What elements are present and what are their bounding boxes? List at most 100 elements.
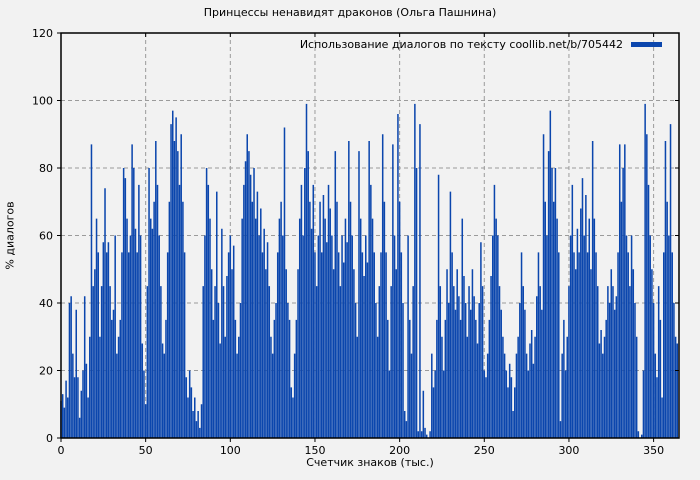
bar [302,235,304,438]
bar [283,127,286,438]
bar [439,286,442,439]
bar [486,353,489,439]
bar [83,296,86,438]
bar [373,252,375,439]
bar [488,319,491,439]
bar [361,252,364,439]
bar [585,195,587,438]
bar [580,208,582,438]
bar [75,309,77,438]
bar [95,218,98,439]
bar [97,252,100,439]
bar [559,421,562,439]
bar [149,218,152,439]
bar [337,252,340,439]
bar [370,184,372,439]
bar [332,269,335,438]
bar [407,235,409,438]
bar [72,353,74,439]
bar [673,303,675,438]
bar [558,252,560,439]
bar [595,252,597,439]
bar [381,134,384,438]
bar [131,144,133,439]
bar [305,103,308,439]
bar [99,336,101,438]
x-axis-label: Счетчик знаков (тыс.) [306,456,434,469]
bar [510,377,513,438]
bar [387,319,389,439]
bar [222,286,225,439]
bar [192,411,194,438]
bar [133,168,135,438]
bar [590,269,592,438]
bar [441,336,443,438]
bar [287,303,289,438]
bar [596,286,599,439]
bar [107,242,110,438]
bar [266,242,269,438]
bar [161,343,164,438]
bar [600,330,602,438]
bar [493,184,496,439]
bar [507,387,509,439]
bar [195,421,198,439]
bar [508,363,511,438]
bar [476,343,479,438]
bar [398,201,401,438]
bar [143,370,145,438]
bar [402,303,404,438]
bar [319,201,321,438]
bar [68,303,71,438]
bar [65,380,67,439]
bar [363,276,365,438]
bar [551,168,553,438]
bar [178,184,181,439]
bar [182,201,184,438]
bar [251,201,254,438]
bar [637,431,640,438]
bar [607,286,609,439]
bar [666,201,668,438]
bar [615,296,618,438]
bar [647,184,650,439]
bar [324,218,326,439]
bar [608,303,611,438]
bar [104,188,106,438]
bar [524,309,526,438]
bar [612,286,614,439]
bar [431,353,433,439]
bar [552,201,555,438]
bar [481,286,484,439]
bar [371,218,374,439]
bar [236,353,238,439]
bar [327,184,330,439]
bar [646,134,648,438]
bar [522,286,524,439]
bar [249,174,252,438]
bar [310,228,313,438]
bar [520,252,523,439]
bar [342,262,345,438]
bar [92,286,94,439]
bar [271,353,274,439]
bar [480,242,482,438]
bar [348,141,350,438]
bar [495,218,497,439]
bar [632,269,635,438]
bar [657,286,660,439]
bar [451,252,453,439]
bar [188,370,191,438]
bar [111,319,113,439]
bar [417,431,420,438]
bar [232,245,235,439]
x-tick-label: 150 [304,444,325,457]
bar [629,286,631,439]
bar [530,330,533,438]
bar [505,370,508,438]
bar [652,303,655,438]
bar [622,168,624,438]
bar [197,411,199,438]
bar [458,296,460,438]
bar [256,191,259,439]
